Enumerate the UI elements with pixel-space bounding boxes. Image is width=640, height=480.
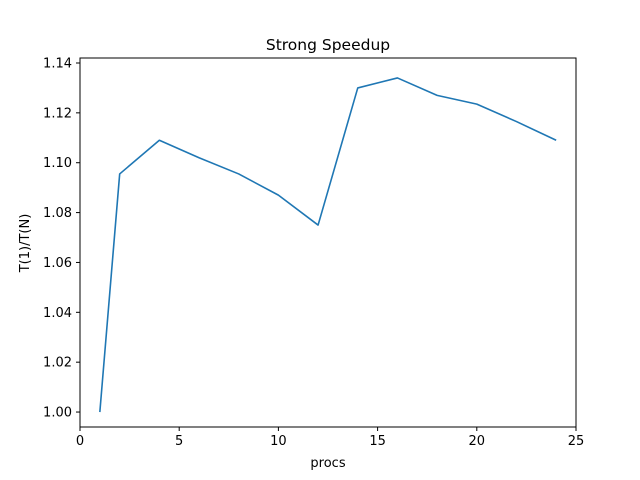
plot-area-frame	[79, 57, 577, 428]
y-tick-label: 1.04	[43, 306, 72, 321]
y-tick-label: 1.08	[43, 206, 72, 221]
series-layer	[99, 77, 557, 413]
y-axis-ticks: 1.00 1.02 1.04 1.06 1.08 1.10 1.12 1.14	[43, 56, 80, 421]
y-tick-label: 1.12	[43, 106, 72, 121]
x-tick-label: 10	[270, 434, 287, 449]
y-tick-label: 1.06	[43, 256, 72, 271]
series-line	[99, 77, 557, 413]
x-tick-label: 15	[369, 434, 386, 449]
y-tick-label: 1.10	[43, 156, 72, 171]
x-tick-label: 25	[568, 434, 585, 449]
chart-title: Strong Speedup	[266, 36, 390, 54]
y-tick-label: 1.14	[43, 56, 72, 71]
x-axis-ticks: 0 5 10 15 20 25	[76, 427, 584, 449]
x-tick-label: 20	[469, 434, 486, 449]
x-axis-label: procs	[310, 456, 345, 471]
y-tick-label: 1.02	[43, 356, 72, 371]
x-tick-label: 5	[175, 434, 183, 449]
y-tick-label: 1.00	[43, 406, 72, 421]
y-axis-label: T(1)/T(N)	[18, 214, 33, 274]
x-tick-label: 0	[76, 434, 84, 449]
